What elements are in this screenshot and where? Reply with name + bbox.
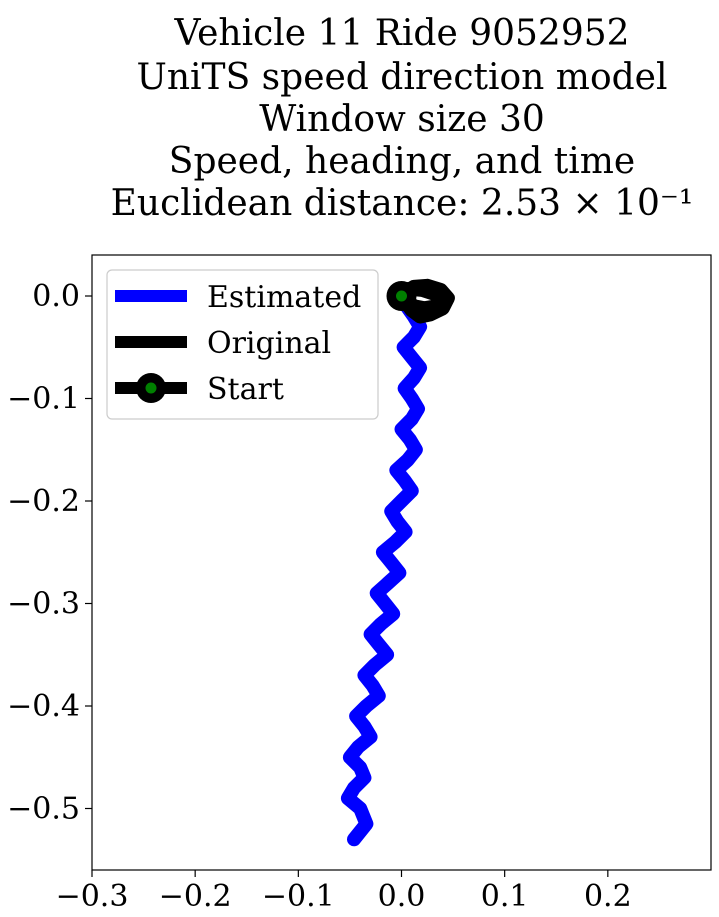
y-tick-label: −0.1 <box>7 382 80 417</box>
x-tick-label: −0.2 <box>159 879 232 914</box>
legend-label-start: Start <box>207 372 284 407</box>
x-tick-label: 0.1 <box>481 879 529 914</box>
legend: Estimated Original Start <box>106 269 379 420</box>
legend-box <box>106 269 379 420</box>
x-tick-label: 0.0 <box>378 879 426 914</box>
y-tick-label: −0.3 <box>7 587 80 622</box>
y-tick-label: 0.0 <box>32 279 80 314</box>
series-line-estimated <box>340 289 428 847</box>
x-axis: −0.3 −0.2 −0.1 0.0 0.1 0.2 <box>56 870 632 914</box>
chart-title-line: Vehicle 11 Ride 9052952 <box>173 13 629 54</box>
legend-label-original: Original <box>207 326 331 361</box>
y-tick-label: −0.5 <box>7 792 80 827</box>
y-tick-label: −0.4 <box>7 689 80 724</box>
x-tick-label: −0.3 <box>56 879 129 914</box>
legend-label-estimated: Estimated <box>207 280 361 315</box>
chart-title-line: UniTS speed direction model <box>137 57 668 98</box>
x-tick-label: −0.1 <box>262 879 335 914</box>
legend-marker-start <box>145 382 157 394</box>
plot-series <box>340 278 455 847</box>
start-marker <box>396 290 407 302</box>
y-tick-label: −0.2 <box>7 484 80 519</box>
y-axis: 0.0 −0.1 −0.2 −0.3 −0.4 −0.5 <box>7 279 92 827</box>
chart-title-line: Euclidean distance: 2.53 × 10⁻¹ <box>111 183 694 224</box>
chart-title-line: Speed, heading, and time <box>169 141 635 182</box>
chart-title-line: Window size 30 <box>259 99 545 140</box>
x-tick-label: 0.2 <box>584 879 632 914</box>
